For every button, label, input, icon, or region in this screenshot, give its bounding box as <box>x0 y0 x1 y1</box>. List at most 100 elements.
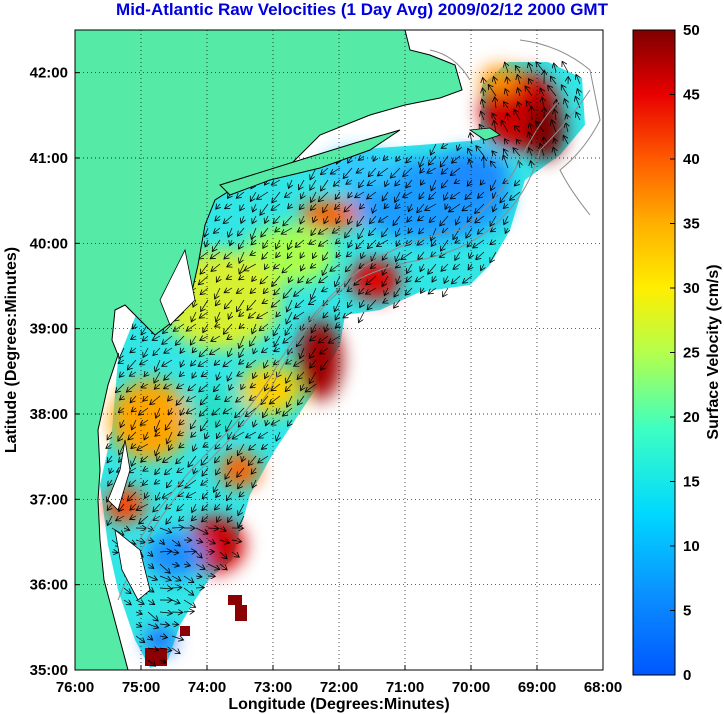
velocity-arrow <box>215 396 220 400</box>
velocity-arrow <box>130 503 137 510</box>
velocity-arrow <box>271 203 281 210</box>
velocity-arrow <box>475 203 485 213</box>
velocity-arrow <box>346 180 353 184</box>
velocity-arrow <box>503 102 508 109</box>
velocity-arrow <box>503 204 508 208</box>
velocity-arrow <box>207 563 220 570</box>
colorbar-tick-label: 20 <box>683 409 700 426</box>
velocity-arrow <box>147 611 158 621</box>
velocity-arrow <box>216 419 220 427</box>
velocity-arrow <box>367 239 377 249</box>
velocity-arrow <box>135 635 145 643</box>
velocity-arrow <box>165 419 173 430</box>
velocity-arrow <box>207 528 219 529</box>
velocity-arrow <box>216 311 220 322</box>
velocity-arrow <box>179 444 184 448</box>
velocity-arrow <box>448 203 461 212</box>
velocity-arrow <box>457 143 460 151</box>
velocity-arrow <box>200 263 209 274</box>
velocity-arrow <box>382 227 389 237</box>
velocity-arrow <box>518 102 520 109</box>
velocity-arrow <box>107 515 113 526</box>
velocity-arrow <box>229 383 232 390</box>
velocity-arrow <box>223 215 233 224</box>
velocity-arrow <box>396 239 400 246</box>
velocity-arrow <box>311 323 317 333</box>
velocity-arrow <box>275 228 280 232</box>
velocity-arrow <box>262 251 269 259</box>
velocity-arrow <box>469 251 472 258</box>
velocity-arrow <box>294 287 305 296</box>
velocity-arrow <box>239 251 245 263</box>
velocity-arrow <box>419 191 424 199</box>
velocity-arrow <box>300 215 304 224</box>
velocity-arrow <box>323 299 328 306</box>
velocity-arrow <box>253 419 256 427</box>
velocity-arrow <box>310 359 317 368</box>
velocity-arrow <box>228 455 232 465</box>
velocity-arrow <box>336 215 340 224</box>
velocity-arrow <box>129 479 137 487</box>
velocity-arrow <box>456 215 460 225</box>
velocity-arrow <box>336 252 340 258</box>
velocity-arrow <box>493 191 496 198</box>
y-tick-label: 36:00 <box>30 577 68 594</box>
velocity-arrow <box>285 383 293 392</box>
velocity-arrow <box>236 287 245 293</box>
velocity-arrow <box>274 348 281 352</box>
velocity-arrow <box>171 575 181 581</box>
velocity-arrow <box>143 347 149 357</box>
velocity-arrow <box>276 431 280 441</box>
velocity-arrow <box>132 324 136 329</box>
velocity-arrow <box>190 419 197 429</box>
velocity-arrow <box>214 359 221 365</box>
velocity-arrow <box>286 311 293 324</box>
velocity-arrow <box>562 61 569 73</box>
land-mass <box>75 30 463 670</box>
velocity-arrow <box>442 227 449 233</box>
x-tick-label: 73:00 <box>254 679 292 696</box>
velocity-arrow <box>382 263 389 275</box>
velocity-arrow <box>236 191 245 198</box>
velocity-arrow <box>322 288 329 292</box>
velocity-arrow <box>515 66 520 73</box>
velocity-arrow <box>335 203 341 210</box>
velocity-arrow <box>249 443 257 450</box>
velocity-arrow <box>143 468 148 471</box>
velocity-arrow <box>223 407 233 413</box>
velocity-arrow <box>180 348 184 353</box>
velocity-arrow <box>324 215 328 224</box>
velocity-arrow <box>273 360 281 365</box>
velocity-arrow <box>408 228 412 233</box>
velocity-arrow <box>477 227 485 234</box>
velocity-arrow <box>131 444 136 449</box>
velocity-arrow <box>482 88 484 97</box>
velocity-arrow <box>528 132 532 145</box>
velocity-arrow <box>263 239 269 248</box>
velocity-arrow <box>264 359 268 368</box>
velocity-arrow <box>107 503 112 510</box>
velocity-arrow <box>299 203 304 210</box>
velocity-arrow <box>300 347 304 359</box>
velocity-arrow <box>266 419 268 426</box>
velocity-arrow <box>305 383 317 392</box>
velocity-arrow <box>164 347 173 353</box>
velocity-arrow <box>321 179 329 191</box>
velocity-arrow <box>298 275 305 283</box>
velocity-arrow <box>490 251 497 263</box>
velocity-arrow <box>253 371 256 379</box>
velocity-arrow <box>142 336 149 341</box>
velocity-arrow <box>202 515 209 522</box>
velocity-arrow <box>481 111 484 121</box>
velocity-arrow <box>367 179 377 186</box>
velocity-arrow <box>111 552 118 553</box>
velocity-arrow <box>199 347 209 357</box>
velocity-arrow <box>175 335 185 345</box>
velocity-arrow <box>361 251 364 259</box>
velocity-arrow <box>334 299 341 312</box>
velocity-arrow <box>195 587 204 588</box>
velocity-arrow <box>168 443 172 450</box>
velocity-arrow <box>260 275 269 284</box>
velocity-arrow <box>155 432 160 436</box>
velocity-arrow <box>273 264 281 269</box>
